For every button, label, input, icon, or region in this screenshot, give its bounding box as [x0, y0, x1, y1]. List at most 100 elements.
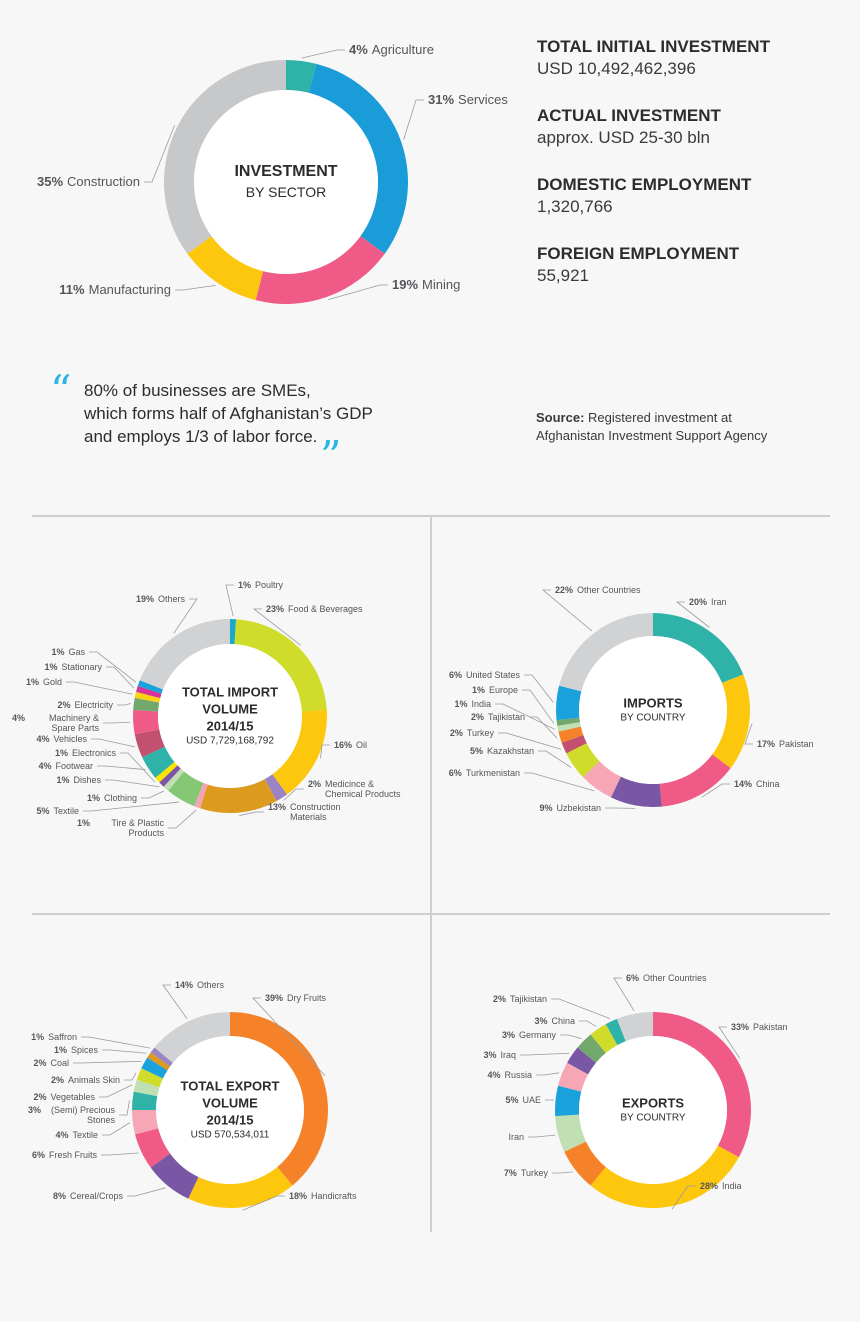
slice-percent: 14%	[734, 779, 753, 789]
slice-percent: 33%	[731, 1022, 750, 1032]
slice-label: 5% Kazakhstan	[470, 746, 534, 756]
slice-label: 1% Gas	[51, 647, 85, 657]
slice-percent: 5%	[505, 1095, 519, 1105]
sme-quote: 80% of businesses are SMEs, which forms …	[84, 379, 373, 448]
leader-line	[560, 1034, 582, 1039]
leader-line	[124, 1072, 137, 1081]
divider-vertical	[430, 517, 432, 1232]
source-line: Afghanistan Investment Support Agency	[536, 428, 768, 443]
slice-label: 18% Handicrafts	[289, 1191, 357, 1201]
slice-name: Turkey	[520, 1168, 548, 1178]
leader-line	[89, 651, 137, 683]
slice-percent: 2%	[470, 712, 484, 722]
donut-slice-cereal-crops	[150, 1153, 199, 1199]
slice-name: UAE	[522, 1095, 541, 1105]
slice-name: Gas	[68, 647, 85, 657]
donut-slice-turkey	[564, 1141, 606, 1186]
slice-name: Construction	[67, 174, 140, 189]
slice-name: Fresh Fruits	[48, 1150, 97, 1160]
slice-percent: 35%	[36, 174, 64, 189]
slice-label: 4% Russia	[487, 1070, 532, 1080]
leader-line	[239, 811, 264, 816]
stat-heading: ACTUAL INVESTMENT	[537, 106, 721, 125]
donut-slice-iran	[555, 1114, 587, 1152]
chart-center-title: IMPORTS	[623, 695, 683, 711]
slice-label: 35% Construction	[37, 175, 140, 189]
donut-slice-uzbekistan	[610, 776, 662, 807]
slice-name: Stationary	[61, 662, 102, 672]
slice-percent: 4%	[55, 1130, 69, 1140]
donut-slice-poultry	[230, 619, 237, 645]
leader-line	[144, 125, 175, 183]
slice-percent: 1%	[56, 775, 70, 785]
slice-label: 7% Turkey	[504, 1168, 548, 1178]
slice-percent: 39%	[265, 993, 284, 1003]
leader-line	[66, 681, 133, 695]
slice-name: Services	[458, 92, 508, 107]
leader-line	[495, 703, 556, 730]
slice-percent: 22%	[555, 585, 574, 595]
slice-percent: 2%	[50, 1075, 64, 1085]
leader-line	[168, 809, 197, 829]
donut-slice-uae	[554, 1085, 582, 1117]
slice-percent: 4%	[349, 42, 368, 57]
donut-slice-machinery-spare-parts	[132, 709, 160, 735]
total-import-volume-chart	[66, 584, 330, 829]
slice-label: 14% Others	[175, 980, 224, 990]
stat-foreign-employment: FOREIGN EMPLOYMENT 55,921	[537, 243, 770, 287]
leader-line	[524, 674, 554, 703]
slice-label: 3% Germany	[502, 1030, 556, 1040]
donut-slice-india	[557, 722, 581, 732]
leader-line	[613, 977, 635, 1011]
leader-line	[105, 779, 160, 788]
slice-name: Spices	[70, 1045, 98, 1055]
slice-name: Coal	[50, 1058, 69, 1068]
slice-name: Russia	[504, 1070, 532, 1080]
slice-percent: 16%	[334, 740, 353, 750]
slice-label: 1% Clothing	[87, 793, 137, 803]
leader-line	[744, 723, 753, 745]
slice-name: Tire & Plastic Products	[111, 818, 164, 838]
exports-by-country-chart	[520, 977, 751, 1210]
donut-slice-others	[139, 619, 230, 690]
slice-label: 11% Manufacturing	[59, 283, 171, 297]
slice-label: Iran	[504, 1132, 524, 1142]
slice-percent: 6%	[448, 768, 462, 778]
leader-line	[101, 1152, 139, 1156]
slice-label: 1% Spices	[54, 1045, 98, 1055]
slice-percent: 3%	[483, 1050, 497, 1060]
slice-name: Electronics	[71, 748, 116, 758]
stat-heading: FOREIGN EMPLOYMENT	[537, 244, 740, 263]
slice-label: 14% China	[734, 779, 780, 789]
slice-label: 2% Tajikistan	[471, 712, 525, 722]
donut-slice-handicrafts	[188, 1167, 293, 1208]
donut-slice-iraq	[567, 1047, 596, 1075]
donut-slice-pakistan	[712, 674, 750, 769]
slice-label: 4% Vehicles	[36, 734, 87, 744]
slice-name: Construction Materials	[290, 802, 341, 822]
slice-percent: 2%	[33, 1092, 47, 1102]
stat-domestic-employment: DOMESTIC EMPLOYMENT 1,320,766	[537, 174, 770, 218]
stat-value: USD 10,492,462,396	[537, 59, 696, 78]
donut-slice-clothing	[163, 768, 185, 791]
chart-center-value: USD 7,729,168,792	[186, 735, 274, 747]
chart-center-title: TOTAL EXPORT VOLUME 2014/15	[180, 1078, 280, 1128]
leader-line	[538, 750, 572, 768]
donut-slice-food-beverages	[234, 619, 327, 712]
donut-slice-gas	[137, 680, 164, 694]
leader-line	[524, 772, 595, 792]
leader-line	[119, 1100, 130, 1116]
leader-line	[328, 284, 388, 300]
donut-slice-iran	[653, 613, 744, 683]
slice-label: 1% Stationary	[44, 662, 102, 672]
slice-percent: 18%	[289, 1191, 308, 1201]
slice-name: United States	[465, 670, 520, 680]
leader-line	[541, 589, 593, 632]
chart-center-title: INVESTMENT	[234, 163, 338, 180]
slice-label: 28% India	[700, 1181, 742, 1191]
slice-name: Europe	[488, 685, 518, 695]
slice-label: 2% Coal	[33, 1058, 69, 1068]
slice-percent: 11%	[59, 282, 85, 297]
slice-label: 2% Electricity	[57, 700, 113, 710]
leader-line	[718, 1026, 741, 1059]
